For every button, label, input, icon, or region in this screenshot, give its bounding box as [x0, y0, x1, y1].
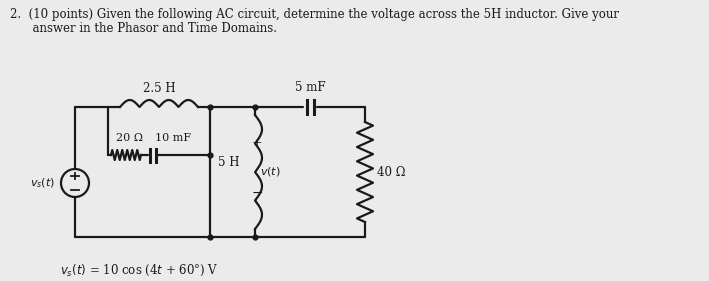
- Text: answer in the Phasor and Time Domains.: answer in the Phasor and Time Domains.: [10, 22, 277, 35]
- Text: $v_s(t)$: $v_s(t)$: [30, 176, 55, 190]
- Text: 2.5 H: 2.5 H: [143, 82, 175, 95]
- Text: 10 mF: 10 mF: [155, 133, 191, 143]
- Text: −: −: [251, 186, 263, 200]
- Text: $v_s(t)$ = 10 cos (4$t$ + 60°) V: $v_s(t)$ = 10 cos (4$t$ + 60°) V: [60, 263, 218, 278]
- Text: +: +: [252, 137, 262, 150]
- Text: 5 mF: 5 mF: [295, 81, 325, 94]
- Text: 5 H: 5 H: [218, 155, 240, 169]
- Text: 2.  (10 points) Given the following AC circuit, determine the voltage across the: 2. (10 points) Given the following AC ci…: [10, 8, 619, 21]
- Text: 20 Ω: 20 Ω: [116, 133, 143, 143]
- Text: $v(t)$: $v(t)$: [260, 166, 281, 178]
- Text: 40 Ω: 40 Ω: [377, 166, 406, 178]
